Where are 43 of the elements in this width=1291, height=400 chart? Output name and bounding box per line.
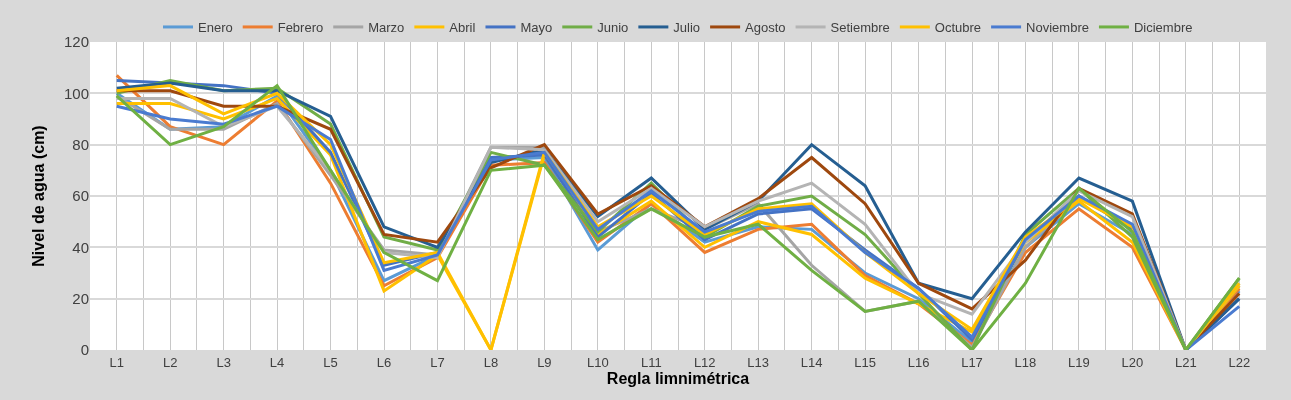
y-tick-label: 40 <box>72 238 89 256</box>
x-tick-label: L3 <box>216 354 231 370</box>
x-tick-label: L1 <box>109 354 124 370</box>
x-tick-label: L17 <box>961 354 983 370</box>
x-tick-label: L13 <box>747 354 770 370</box>
x-tick-label: L12 <box>693 354 716 370</box>
x-tick-label: L21 <box>1174 354 1197 370</box>
x-tick-label: L8 <box>483 354 499 370</box>
y-tick-label: 0 <box>80 341 89 359</box>
x-tick-label: L22 <box>1228 354 1251 370</box>
legend-label: Febrero <box>277 20 324 36</box>
y-tick-label: 20 <box>72 289 89 307</box>
x-tick-label: L4 <box>269 354 285 370</box>
x-tick-label: L9 <box>537 354 552 370</box>
legend-label: Agosto <box>745 20 786 36</box>
x-tick-label: L20 <box>1121 354 1144 370</box>
x-tick-label: L14 <box>800 354 823 370</box>
x-tick-label: L19 <box>1068 354 1090 370</box>
x-tick-label: L11 <box>640 354 662 370</box>
y-tick-label: 120 <box>63 33 89 51</box>
y-tick-label: 60 <box>72 187 89 205</box>
legend-label: Mayo <box>520 20 553 36</box>
legend-label: Junio <box>597 20 629 36</box>
y-tick-label: 100 <box>63 84 89 102</box>
x-tick-label: L16 <box>907 354 930 370</box>
x-tick-label: L5 <box>323 354 338 370</box>
legend-label: Abril <box>449 20 476 36</box>
x-tick-label: L18 <box>1014 354 1037 370</box>
legend-label: Octubre <box>934 20 982 36</box>
x-tick-label: L6 <box>376 354 392 370</box>
legend-label: Diciembre <box>1133 20 1193 36</box>
legend-label: Julio <box>673 20 701 36</box>
x-axis-title: Regla limnimétrica <box>606 369 750 387</box>
legend-label: Marzo <box>368 20 405 36</box>
x-tick-label: L15 <box>854 354 876 370</box>
x-tick-label: L7 <box>430 354 445 370</box>
legend-label: Enero <box>198 20 233 36</box>
y-axis-title: Nivel de agua (cm) <box>29 125 47 267</box>
x-tick-label: L10 <box>586 354 609 370</box>
x-tick-label: L2 <box>162 354 178 370</box>
legend-label: Noviembre <box>1026 20 1089 36</box>
legend-label: Setiembre <box>830 20 890 36</box>
y-tick-label: 80 <box>72 135 89 153</box>
